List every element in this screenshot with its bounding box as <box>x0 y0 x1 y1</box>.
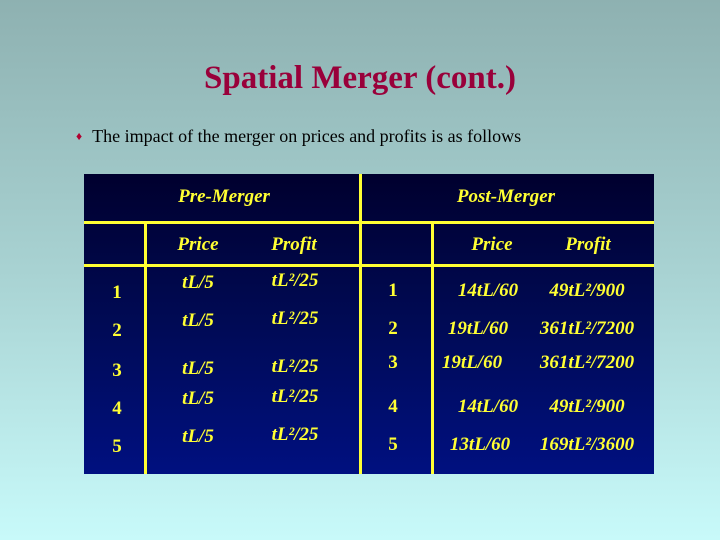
profit-cell: tL²/25 <box>271 424 319 445</box>
profit-cell: tL²/25 <box>271 270 319 291</box>
firm-number: 2 <box>112 320 122 341</box>
firm-number: 1 <box>112 282 122 303</box>
price-cell: 19tL/60 <box>441 352 503 373</box>
profit-cell: tL²/25 <box>271 308 319 329</box>
profit-cell: 49tL²/900 <box>549 280 625 301</box>
profit-cell: 361tL²/7200 <box>539 352 635 373</box>
merger-table: Pre-Merger Post-Merger Price Profit Pric… <box>84 174 654 474</box>
firm-number: 1 <box>388 280 398 301</box>
profit-cell: 169tL²/3600 <box>539 434 635 455</box>
firm-number: 4 <box>388 396 398 417</box>
bullet-point: ♦ The impact of the merger on prices and … <box>76 126 521 147</box>
firm-number: 3 <box>112 360 122 381</box>
firm-number: 4 <box>112 398 122 419</box>
diamond-bullet-icon: ♦ <box>76 129 83 143</box>
divider <box>431 221 434 474</box>
divider <box>359 174 362 474</box>
divider <box>144 221 147 474</box>
profit-cell: tL²/25 <box>271 356 319 377</box>
header-post-price: Price <box>471 234 513 255</box>
header-post-profit: Profit <box>565 234 611 255</box>
profit-cell: 49tL²/900 <box>549 396 625 417</box>
price-cell: 14tL/60 <box>457 280 519 301</box>
divider <box>84 221 654 224</box>
price-cell: 19tL/60 <box>447 318 509 339</box>
price-cell: tL/5 <box>182 388 214 409</box>
firm-number: 3 <box>388 352 398 373</box>
bullet-text: The impact of the merger on prices and p… <box>92 126 522 146</box>
header-post-merger: Post-Merger <box>456 186 556 207</box>
header-pre-merger: Pre-Merger <box>178 186 270 207</box>
firm-number: 5 <box>112 436 122 457</box>
header-pre-price: Price <box>177 234 219 255</box>
price-cell: tL/5 <box>182 272 214 293</box>
price-cell: tL/5 <box>182 310 214 331</box>
profit-cell: 361tL²/7200 <box>539 318 635 339</box>
firm-number: 2 <box>388 318 398 339</box>
price-cell: 13tL/60 <box>449 434 511 455</box>
firm-number: 5 <box>388 434 398 455</box>
profit-cell: tL²/25 <box>271 386 319 407</box>
divider <box>84 264 654 267</box>
price-cell: tL/5 <box>182 426 214 447</box>
header-pre-profit: Profit <box>271 234 317 255</box>
slide-title: Spatial Merger (cont.) <box>204 60 516 96</box>
price-cell: 14tL/60 <box>457 396 519 417</box>
price-cell: tL/5 <box>182 358 214 379</box>
